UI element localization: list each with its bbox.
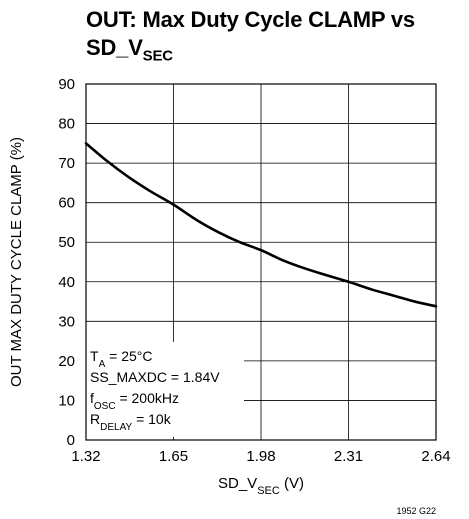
y-tick-label-4: 40 bbox=[58, 274, 75, 291]
curve-layer bbox=[84, 142, 438, 308]
figure-id: 1952 G22 bbox=[396, 506, 436, 516]
condition-fosc: fOSC = 200kHz bbox=[90, 390, 179, 412]
condition-ss-maxdc: SS_MAXDC = 1.84V bbox=[90, 369, 220, 385]
chart-title: OUT: Max Duty Cycle CLAMP vs SD_VSEC bbox=[86, 6, 415, 70]
y-tick-label-6: 60 bbox=[58, 195, 75, 212]
y-tick-label-2: 20 bbox=[58, 353, 75, 370]
duty-cycle-curve-0 bbox=[84, 142, 438, 308]
x-tick-label-3: 2.31 bbox=[334, 448, 363, 465]
y-tick-label-1: 10 bbox=[58, 392, 75, 409]
chart-title-line1: OUT: Max Duty Cycle CLAMP vs bbox=[86, 7, 415, 32]
condition-rdelay: RDELAY = 10k bbox=[90, 411, 172, 433]
y-tick-label-0: 0 bbox=[67, 432, 75, 449]
chart-title-line2: SD_VSEC bbox=[86, 34, 415, 70]
y-tick-label-3: 30 bbox=[58, 313, 75, 330]
title-var-sub: SEC bbox=[142, 47, 173, 65]
y-tick-label-9: 90 bbox=[58, 76, 75, 93]
title-var: SD_V bbox=[86, 35, 143, 60]
x-axis-label: SD_VSEC (V) bbox=[218, 475, 304, 497]
condition-ta: TA = 25°C bbox=[90, 348, 152, 370]
tick-labels: 0 10 20 30 40 50 60 70 80 90 1.32 1.65 1.98 2.31 2.64 bbox=[58, 76, 450, 465]
y-axis-label: OUT MAX DUTY CYCLE CLAMP (%) bbox=[8, 137, 25, 387]
y-tick-label-7: 70 bbox=[58, 155, 75, 172]
x-tick-label-2: 1.98 bbox=[246, 448, 275, 465]
conditions-box: TA = 25°C SS_MAXDC = 1.84V fOSC = 200kHz… bbox=[86, 342, 244, 437]
plot-frame bbox=[85, 83, 437, 441]
y-tick-label-8: 80 bbox=[58, 116, 75, 133]
x-tick-label-1: 1.65 bbox=[159, 448, 188, 465]
y-tick-label-5: 50 bbox=[58, 234, 75, 251]
x-tick-label-4: 2.64 bbox=[421, 448, 450, 465]
x-tick-label-0: 1.32 bbox=[71, 448, 100, 465]
conditions-box-background bbox=[86, 342, 244, 437]
